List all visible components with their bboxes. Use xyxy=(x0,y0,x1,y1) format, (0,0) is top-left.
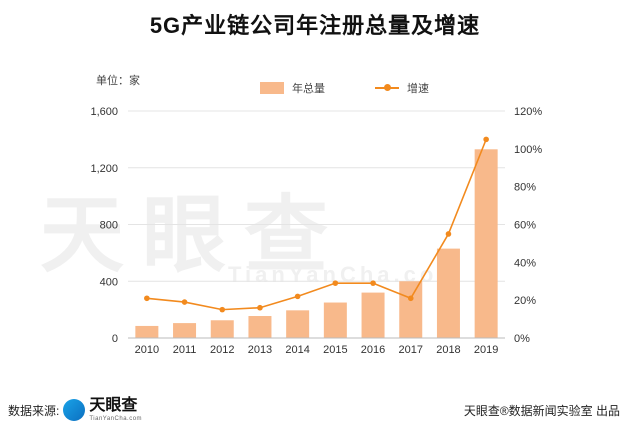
bar xyxy=(248,316,272,338)
legend-bar-label: 年总量 xyxy=(292,83,325,95)
growth-polyline xyxy=(146,139,487,311)
x-tick-label: 2016 xyxy=(361,344,385,356)
x-tick-label: 2012 xyxy=(210,344,234,356)
growth-point xyxy=(181,299,188,305)
source-label: 数据来源: xyxy=(8,403,60,418)
axes: 0 400 800 1,200 1,600 0% 20% 40% 60% 80% 100% 120% 2… xyxy=(90,106,542,356)
unit-label: 单位：家 xyxy=(96,75,140,87)
x-tick-label: 2015 xyxy=(323,344,347,356)
legend-line-swatch xyxy=(375,82,399,94)
y-right-tick-label: 20% xyxy=(514,295,536,307)
growth-point xyxy=(445,231,452,237)
y-right-tick-label: 40% xyxy=(514,257,536,269)
y-left-tick-label: 800 xyxy=(100,220,118,232)
y-right-tick-label: 0% xyxy=(514,333,530,345)
logo-block: 天眼查 TianYanCha.com xyxy=(89,397,143,423)
y-left-tick-label: 400 xyxy=(100,276,118,288)
y-left-tick-label: 0 xyxy=(112,333,118,345)
legend: 年总量 增速 xyxy=(260,80,429,96)
growth-point xyxy=(257,304,263,311)
tianyancha-logo-icon xyxy=(63,399,86,421)
legend-line-label: 增速 xyxy=(407,83,429,95)
growth-point xyxy=(483,136,489,143)
y-right-tick-label: 60% xyxy=(514,220,536,232)
bar xyxy=(323,302,347,338)
y-left-tick-label: 1,200 xyxy=(90,163,118,175)
y-right-tick-label: 120% xyxy=(514,106,542,118)
data-source: 数据来源: 天眼查 TianYanCha.com xyxy=(8,397,143,423)
x-tick-label: 2019 xyxy=(474,344,498,356)
growth-point xyxy=(294,293,301,300)
growth-point xyxy=(407,295,414,302)
logo-sub: TianYanCha.com xyxy=(89,416,143,422)
bar xyxy=(474,149,498,338)
bar xyxy=(436,248,460,338)
bar xyxy=(361,292,385,338)
x-tick-label: 2014 xyxy=(285,344,309,356)
logo-text: 天眼查 xyxy=(89,397,138,414)
chart-title: 5G产业链公司年注册总量及增速 xyxy=(149,13,481,38)
y-right-tick-label: 100% xyxy=(514,144,542,156)
y-left-tick-label: 1,600 xyxy=(90,106,118,118)
bar xyxy=(173,323,197,338)
bar xyxy=(210,320,234,338)
growth-point xyxy=(370,280,376,286)
credit: 天眼查®数据新闻实验室 出品 xyxy=(463,404,620,418)
bar xyxy=(399,281,423,338)
watermark: 天眼查 xyxy=(40,188,347,282)
y-right-tick-label: 80% xyxy=(514,182,536,194)
x-tick-label: 2011 xyxy=(173,344,197,356)
x-tick-label: 2010 xyxy=(135,344,159,356)
bar xyxy=(135,325,159,338)
growth-point xyxy=(332,280,339,286)
bar xyxy=(286,310,310,338)
growth-line xyxy=(144,136,489,313)
legend-bar-swatch xyxy=(260,82,284,94)
x-tick-label: 2013 xyxy=(248,344,272,356)
x-tick-label: 2017 xyxy=(399,344,423,356)
growth-point xyxy=(219,306,226,313)
x-tick-label: 2018 xyxy=(436,344,460,356)
bars xyxy=(135,149,498,338)
growth-point xyxy=(144,295,150,302)
